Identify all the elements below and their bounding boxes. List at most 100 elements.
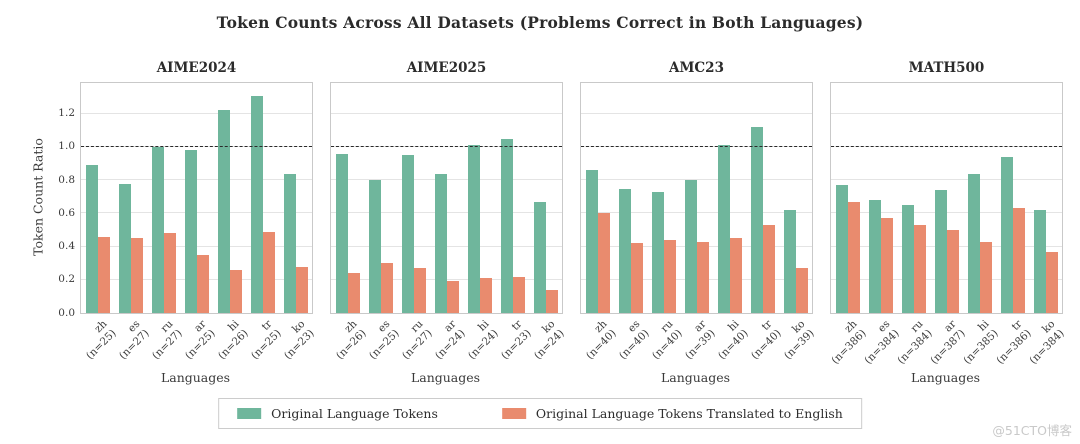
x-axis-ticks: zh (n=26) es (n=25) ru (n=27) ar (n=24) hi (n=24)… xyxy=(330,314,566,370)
bar-group-hi xyxy=(213,110,246,313)
subplot-title: AMC23 xyxy=(669,60,724,76)
bar-group-ko xyxy=(529,201,562,313)
bar-translated xyxy=(130,238,143,313)
x-axis-ticks: zh (n=40) es (n=40) ru (n=40) ar (n=39) hi (n=40)… xyxy=(580,314,816,370)
subplot-title: AIME2025 xyxy=(406,60,487,76)
charts-row: AIME2024 0.0 0.2 0.4 0.6 0.8 1.0 1.2 zh (n=25) es(… xyxy=(52,60,1066,385)
x-axis-ticks: zh (n=25) es (n=27) ru (n=27) ar (n=25) hi (n=26)… xyxy=(80,314,316,370)
plot-area xyxy=(330,82,563,314)
x-axis-label: Languages xyxy=(910,370,981,385)
bar-original xyxy=(434,173,447,313)
legend: Original Language Tokens Original Langua… xyxy=(218,398,862,429)
bar-translated xyxy=(229,269,242,313)
plot-area xyxy=(830,82,1063,314)
bar-group-tr xyxy=(996,156,1029,313)
bar-translated xyxy=(762,225,775,313)
gridline xyxy=(581,212,812,214)
bar-original xyxy=(684,180,697,313)
bar-group-ru xyxy=(647,191,680,313)
bar-translated xyxy=(413,268,426,313)
bar-group-ar xyxy=(680,180,713,313)
bar-group-ar xyxy=(930,190,963,313)
y-axis-ticks: 0.0 0.2 0.4 0.6 0.8 1.0 1.2 xyxy=(52,82,80,317)
bar-translated xyxy=(1012,208,1025,313)
bar-original xyxy=(283,173,296,313)
bar-original xyxy=(533,201,546,313)
y-axis-label: Token Count Ratio xyxy=(30,138,46,256)
bar-group-ru xyxy=(397,155,430,313)
bar-group-tr xyxy=(746,127,779,313)
bar-group-hi xyxy=(713,145,746,313)
bar-group-ru xyxy=(897,205,930,313)
bar-original xyxy=(835,185,848,313)
bar-original xyxy=(934,190,947,313)
gridline xyxy=(81,179,312,181)
gridline xyxy=(331,179,562,181)
bar-group-es xyxy=(864,200,897,313)
bar-group-zh xyxy=(831,185,864,313)
bar-original xyxy=(250,95,263,313)
y-tick-label: 1.2 xyxy=(58,107,75,120)
bar-translated xyxy=(380,263,393,313)
y-tick-label: 1.0 xyxy=(58,140,75,153)
subplot-aime2025: AIME2025 zh (n=26) es (n=25) ru (n=27) ar (n=24)… xyxy=(330,60,566,385)
bar-group-es xyxy=(614,188,647,313)
gridline xyxy=(331,245,562,247)
bar-original xyxy=(217,110,230,313)
bar-group-zh xyxy=(331,153,364,313)
bar-translated xyxy=(545,289,558,313)
bar-translated xyxy=(630,243,643,313)
gridline xyxy=(331,212,562,214)
y-tick-label: 0.4 xyxy=(58,240,75,253)
x-axis-ticks: zh (n=386) es (n=384) ru (n=384) ar (n=387) hi (n… xyxy=(828,314,1065,370)
subplot-title: MATH500 xyxy=(908,60,985,76)
bar-group-ar xyxy=(180,150,213,313)
bar-translated xyxy=(97,236,110,313)
bar-translated xyxy=(913,225,926,313)
bar-original xyxy=(118,183,131,313)
bar-translated xyxy=(512,276,525,313)
reference-line xyxy=(81,145,312,147)
bar-group-tr xyxy=(496,138,529,313)
gridline xyxy=(581,179,812,181)
bar-group-ko xyxy=(1029,210,1062,313)
bar-original xyxy=(335,153,348,313)
legend-label: Original Language Tokens Translated to E… xyxy=(535,406,843,421)
bar-original xyxy=(467,145,480,313)
bar-original xyxy=(585,170,598,313)
gridline xyxy=(831,179,1062,181)
gridline xyxy=(81,212,312,214)
bar-original xyxy=(151,146,164,313)
bar-original xyxy=(967,173,980,313)
bar-group-zh xyxy=(81,165,114,313)
y-tick-label: 0.8 xyxy=(58,173,75,186)
bar-original xyxy=(368,180,381,313)
subplot-title: AIME2024 xyxy=(156,60,237,76)
bar-group-tr xyxy=(246,95,279,313)
bar-original xyxy=(750,127,763,313)
plot-area xyxy=(580,82,813,314)
gridline xyxy=(831,112,1062,114)
legend-swatch-translated xyxy=(501,408,526,419)
bar-original xyxy=(85,165,98,313)
bar-group-hi xyxy=(463,145,496,313)
reference-line xyxy=(581,145,812,147)
bar-translated xyxy=(479,278,492,313)
bar-translated xyxy=(1045,251,1058,313)
gridline xyxy=(81,245,312,247)
x-axis-label: Languages xyxy=(660,370,731,385)
watermark: @51CTO博客 xyxy=(992,423,1072,438)
gridline xyxy=(331,278,562,280)
y-tick-label: 0.2 xyxy=(58,273,75,286)
bar-original xyxy=(184,150,197,313)
gridline xyxy=(581,112,812,114)
bar-group-es xyxy=(114,183,147,313)
bar-translated xyxy=(880,218,893,313)
bar-group-ko xyxy=(279,173,312,313)
bar-translated xyxy=(196,254,209,313)
bar-original xyxy=(1033,210,1046,313)
x-axis-label: Languages xyxy=(410,370,481,385)
bar-translated xyxy=(446,281,459,313)
y-tick-label: 0.0 xyxy=(58,306,75,319)
